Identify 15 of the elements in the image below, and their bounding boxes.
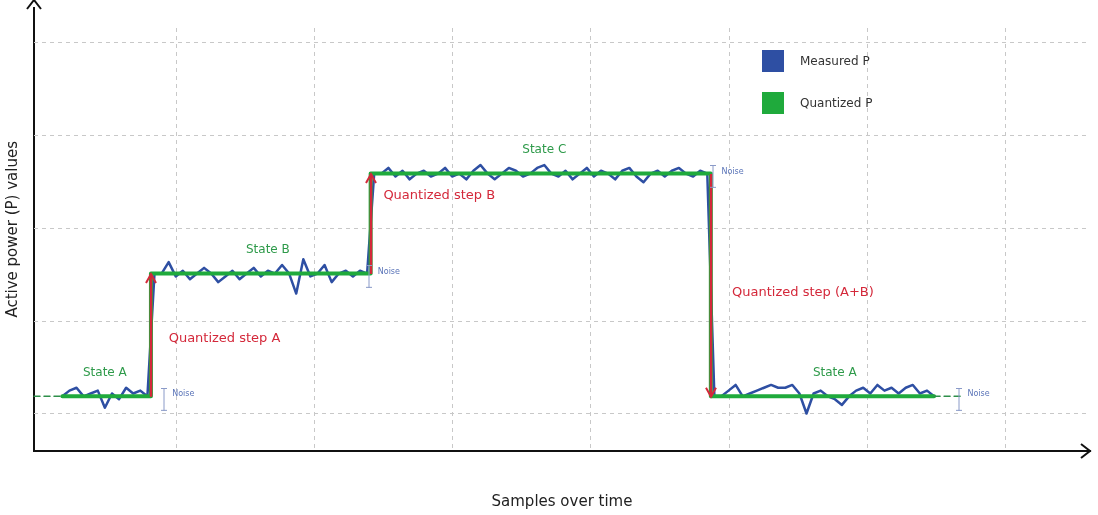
annotation: Noise (377, 266, 400, 276)
legend-label: Quantized P (800, 96, 873, 110)
annotation: State A (812, 365, 857, 380)
y-axis-title: Active power (P) values (2, 140, 21, 318)
annotation: Quantized step B (383, 187, 496, 203)
annotation: Noise (172, 388, 195, 398)
legend-label: Measured P (800, 54, 870, 68)
annotation: Noise (967, 388, 990, 398)
annotation: State B (245, 242, 290, 257)
annotation: Noise (721, 166, 744, 176)
annotation: State A (82, 365, 127, 380)
text: State C (522, 142, 567, 157)
annotation: Quantized step (A+B) (732, 284, 874, 300)
x-axis-title: Samples over time (491, 491, 633, 510)
annotation: Quantized step A (168, 329, 281, 345)
